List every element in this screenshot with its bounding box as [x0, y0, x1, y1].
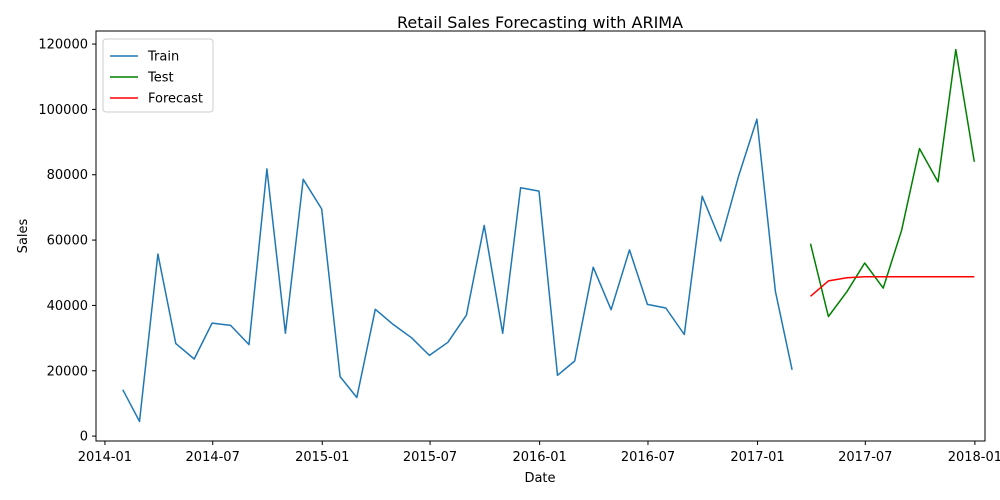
series-line-forecast: [810, 275, 975, 297]
chart-title: Retail Sales Forecasting with ARIMA: [397, 13, 683, 32]
x-tick-label: 2016-01: [512, 450, 566, 465]
legend-label: Train: [147, 50, 179, 65]
plot-content: [122, 48, 976, 423]
x-tick-label: 2018-01: [948, 450, 1000, 465]
y-tick-label: 80000: [47, 168, 88, 183]
y-tick-label: 100000: [38, 103, 88, 118]
x-tick-label: 2016-07: [621, 450, 675, 465]
x-tick-label: 2017-07: [838, 450, 892, 465]
x-tick-label: 2014-01: [78, 450, 132, 465]
series-line-train: [122, 118, 793, 423]
x-tick-label: 2015-07: [403, 450, 457, 465]
y-tick-label: 0: [80, 430, 88, 445]
legend-label: Test: [147, 71, 174, 86]
x-tick-label: 2014-07: [186, 450, 240, 465]
x-tick-label: 2015-01: [295, 450, 349, 465]
y-tick-label: 40000: [47, 299, 88, 314]
x-axis-title: Date: [524, 471, 555, 486]
x-axis: 2014-01 2014-07 2015-01 2015-07 2016-01 2016-…: [78, 441, 1000, 465]
x-tick-label: 2017-01: [730, 450, 784, 465]
y-tick-label: 60000: [47, 234, 88, 249]
legend: Train Test Forecast: [102, 38, 214, 113]
y-tick-label: 120000: [38, 38, 88, 53]
series-line-test: [809, 48, 976, 318]
legend-label: Forecast: [148, 92, 203, 107]
y-axis-title: Sales: [16, 218, 31, 253]
y-tick-label: 20000: [47, 364, 88, 379]
legend-box: [102, 38, 214, 113]
y-axis: 0 20000 40000 60000 80000 100000 120000: [38, 38, 96, 445]
plot-frame: [95, 30, 986, 442]
